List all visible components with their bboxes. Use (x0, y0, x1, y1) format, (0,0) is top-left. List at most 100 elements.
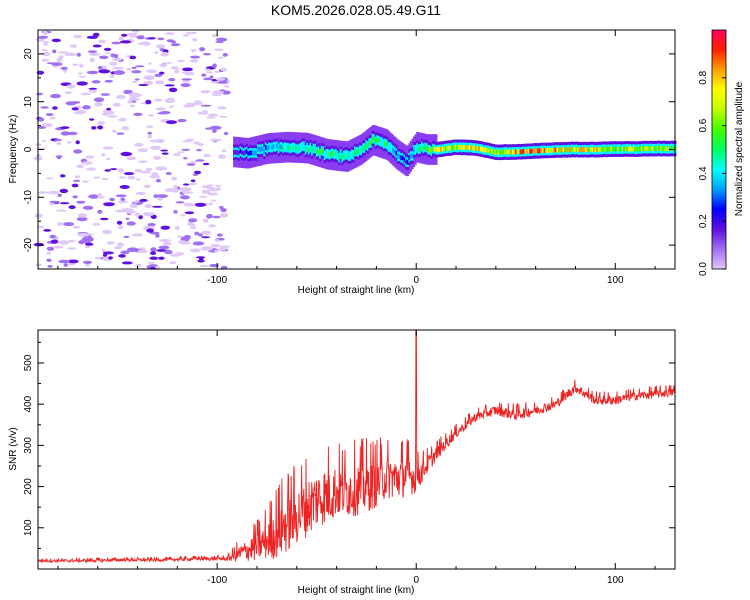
noise-blob (129, 97, 140, 101)
noise-blob (43, 229, 52, 232)
noise-blob (98, 69, 111, 74)
ridge-cell (335, 151, 338, 157)
noise-blob (160, 149, 169, 152)
noise-blob (85, 245, 90, 249)
noise-blob (218, 246, 228, 251)
noise-blob (59, 202, 70, 205)
ridge-cell (255, 150, 258, 156)
noise-blob (159, 63, 168, 67)
colorbar-tick-label: 0.2 (698, 214, 709, 228)
ridge-cell (618, 146, 621, 152)
ridge-cell (276, 143, 279, 149)
ridge-cell (347, 153, 350, 159)
noise-blob (49, 234, 56, 239)
noise-blob (173, 153, 181, 157)
noise-blob (37, 225, 45, 229)
y-tick-label: 500 (23, 354, 34, 371)
noise-blob (202, 189, 207, 194)
noise-blob (55, 209, 67, 212)
noise-blob (191, 223, 196, 228)
ridge-cell (599, 147, 602, 152)
noise-blob (78, 72, 83, 75)
ridge-cell (279, 144, 282, 150)
ridge-cell (341, 155, 344, 160)
ridge-cell (511, 149, 514, 155)
ridge-cell (452, 144, 455, 150)
ridge-cell (626, 146, 629, 152)
noise-blob (145, 167, 153, 171)
ridge-cell (497, 150, 500, 155)
noise-blob (57, 51, 69, 54)
noise-blob (102, 146, 114, 150)
ridge-cell (513, 149, 516, 155)
noise-blob (200, 90, 211, 94)
noise-blob (103, 47, 112, 52)
noise-blob (195, 256, 206, 259)
noise-blob (185, 138, 194, 142)
noise-blob (184, 211, 195, 215)
noise-blob (73, 111, 86, 115)
ridge-cell (414, 147, 417, 153)
noise-blob (88, 87, 98, 90)
noise-blob (153, 98, 163, 102)
noise-blob (112, 57, 123, 62)
noise-blob (42, 51, 51, 57)
noise-blob (92, 223, 101, 226)
ridge-cell (311, 148, 314, 154)
ridge-cell (465, 145, 468, 150)
ridge-cell (331, 150, 334, 156)
ridge-cell (333, 152, 336, 157)
ridge-cell (422, 145, 425, 151)
noise-blob (155, 233, 160, 238)
ridge-cell (303, 143, 306, 149)
noise-blob (76, 164, 84, 169)
noise-blob (104, 110, 115, 115)
noise-blob (160, 52, 169, 57)
ridge-cell (382, 141, 385, 147)
noise-blob (157, 112, 167, 115)
ridge-cell (245, 149, 248, 154)
ridge-cell (362, 145, 365, 151)
noise-blob (87, 50, 98, 53)
noise-blob (49, 200, 60, 203)
ridge-cell (640, 146, 643, 152)
noise-blob (89, 118, 95, 121)
noise-blob (212, 63, 217, 68)
noise-blob (161, 152, 169, 155)
noise-blob (81, 161, 93, 165)
noise-blob (121, 126, 130, 131)
colorbar-ticks: 0.0 0.2 0.4 0.6 0.8 (698, 70, 726, 276)
noise-blob (51, 38, 61, 43)
noise-blob (116, 132, 125, 135)
ridge-cell (671, 146, 674, 151)
noise-blob (93, 176, 101, 179)
noise-blob (119, 176, 126, 179)
ridge-cell (473, 145, 476, 151)
noise-blob (192, 241, 205, 246)
ridge-cell (575, 146, 578, 152)
noise-blob (119, 40, 132, 44)
ridge-cell (386, 142, 389, 147)
noise-blob (210, 243, 221, 248)
spectrogram-frame (37, 29, 676, 270)
noise-blob (118, 254, 126, 258)
ridge-cell (408, 155, 411, 160)
ridge-cell (623, 146, 626, 152)
noise-blob (34, 213, 43, 218)
noise-blob (199, 47, 206, 52)
noise-blob (82, 180, 89, 183)
noise-blob (103, 202, 115, 207)
ridge-cell (269, 145, 272, 151)
ridge-cell (503, 149, 506, 155)
y-tick-label: 100 (23, 519, 34, 536)
ridge-cell (522, 149, 526, 154)
noise-blob (75, 140, 80, 145)
noise-blob (138, 84, 149, 86)
ridge-cell (314, 146, 317, 151)
noise-blob (135, 212, 140, 217)
noise-blob (109, 61, 118, 66)
ridge-cell (464, 145, 467, 150)
ridge-cell (577, 147, 580, 153)
ridge-cell (543, 148, 546, 153)
noise-blob (190, 55, 201, 59)
